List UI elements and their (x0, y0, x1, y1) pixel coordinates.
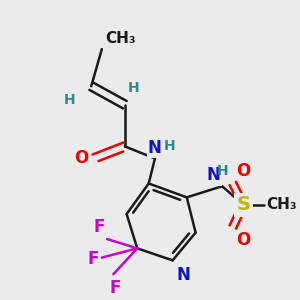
Text: O: O (236, 162, 250, 180)
Text: O: O (74, 149, 88, 167)
Text: H: H (128, 81, 140, 95)
Text: F: F (93, 218, 104, 236)
Text: CH₃: CH₃ (105, 31, 136, 46)
Text: N: N (176, 266, 190, 284)
Text: O: O (236, 231, 250, 249)
Text: F: F (110, 279, 121, 297)
Text: H: H (163, 140, 175, 153)
Text: CH₃: CH₃ (266, 197, 297, 212)
Text: H: H (216, 164, 228, 178)
Text: N: N (206, 167, 220, 184)
Text: S: S (236, 195, 250, 214)
Text: H: H (63, 93, 75, 107)
Text: F: F (88, 250, 99, 268)
Text: N: N (148, 139, 162, 157)
